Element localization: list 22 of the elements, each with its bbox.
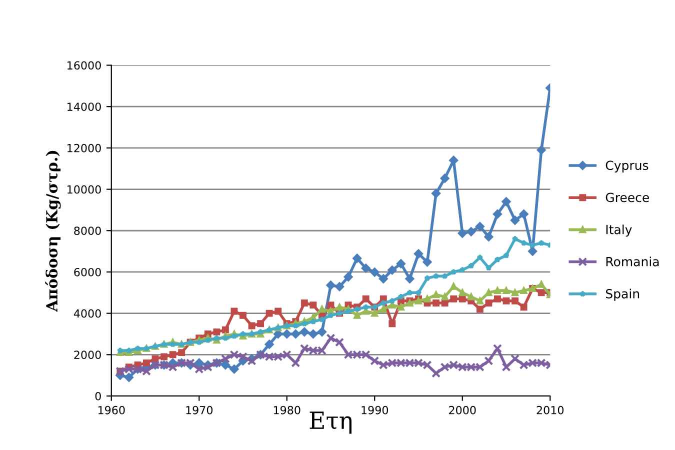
y-tick-label: 4000	[74, 309, 101, 318]
legend-label: Greece	[606, 192, 649, 202]
legend-label: Cyprus	[606, 160, 648, 172]
y-tick-label: 8000	[74, 226, 101, 236]
y-tick-label: 12000	[68, 144, 101, 152]
x-tick-label: 2010	[536, 406, 564, 414]
y-tick-label: 2000	[74, 350, 101, 360]
x-axis-title: Ετη	[310, 412, 352, 434]
y-tick-label: 0	[95, 392, 101, 400]
legend-label: Spain	[606, 288, 640, 301]
x-tick-label: 2000	[449, 406, 476, 414]
y-tick-label: 6000	[74, 268, 101, 276]
y-tick-label: 14000	[68, 102, 101, 111]
legend-label: Italy	[606, 224, 632, 237]
legend-label: Romania	[606, 256, 659, 266]
x-tick-label: 1990	[362, 406, 388, 414]
x-tick-label: 1980	[274, 406, 300, 414]
x-tick-label: 1970	[186, 406, 213, 414]
y-tick-label: 10000	[68, 185, 101, 194]
y-tick-label: 16000	[68, 61, 101, 70]
x-tick-label: 1960	[98, 406, 125, 414]
y-axis-title: Απόδοση (Kg/στρ.)	[45, 150, 61, 312]
